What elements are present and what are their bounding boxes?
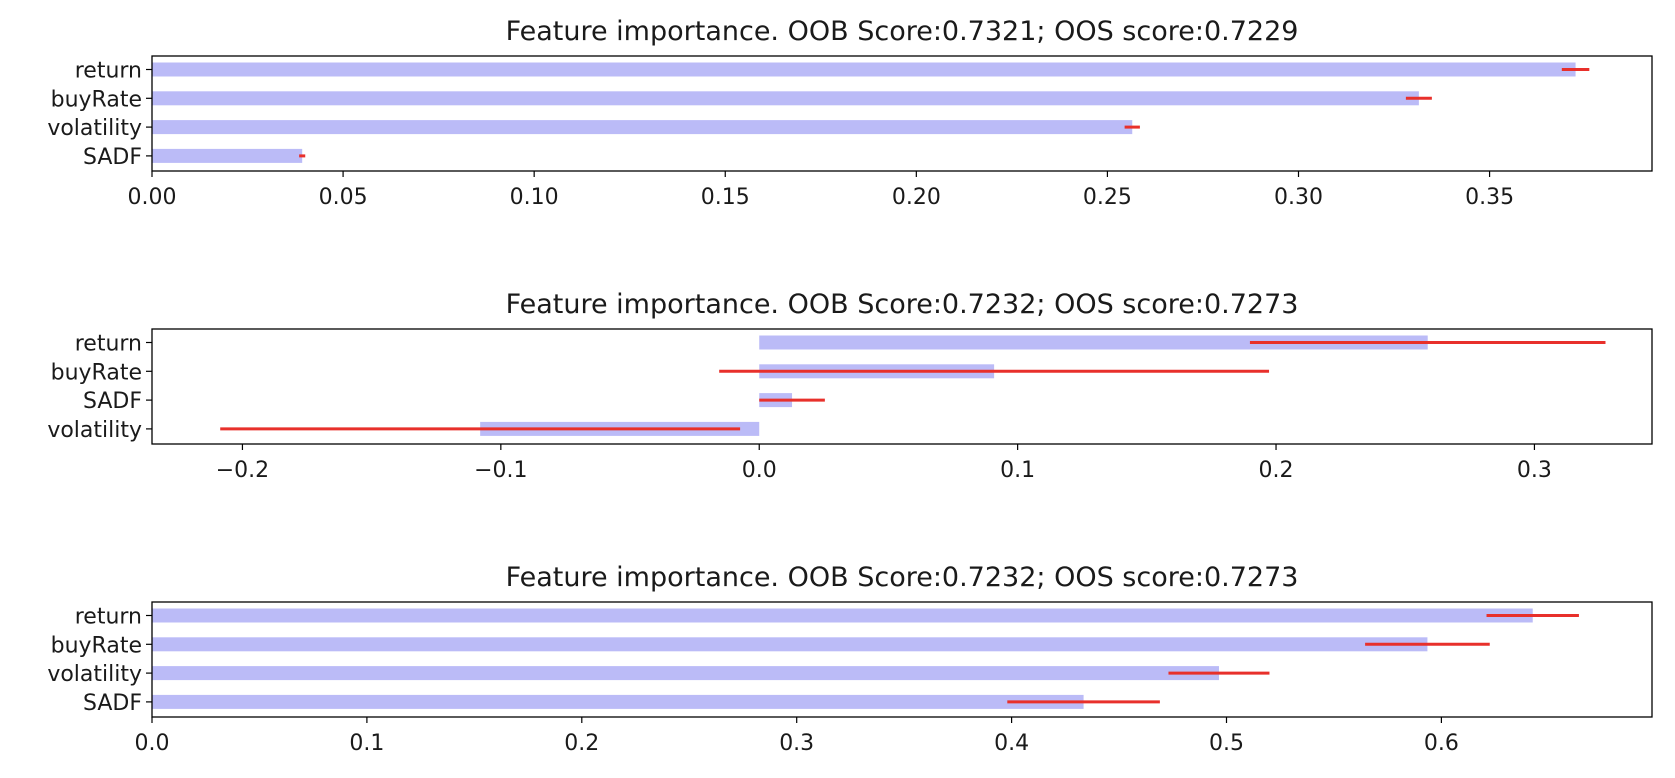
bar-volatility <box>152 120 1133 135</box>
y-tick-label: SADF <box>83 691 142 716</box>
plot-frame <box>151 328 1653 445</box>
x-tick-label: 0.20 <box>892 185 941 210</box>
x-tick-label: 0.5 <box>1209 731 1244 756</box>
x-tick-label: 0.05 <box>319 185 368 210</box>
x-tick-label: 0.0 <box>135 731 170 756</box>
bar-buyRate <box>152 91 1419 106</box>
y-tick-label: buyRate <box>51 633 142 658</box>
x-tick-label: 0.3 <box>779 731 814 756</box>
bar-return <box>152 608 1533 623</box>
y-tick-label: volatility <box>47 662 142 687</box>
x-tick-label: 0.2 <box>1259 458 1294 483</box>
plot-frame <box>151 601 1653 718</box>
chart-title: Feature importance. OOB Score:0.7321; OO… <box>506 16 1299 47</box>
x-tick-label: 0.1 <box>1000 458 1035 483</box>
x-tick-label: 0.0 <box>742 458 777 483</box>
y-tick-label: SADF <box>83 145 142 170</box>
y-tick-label: SADF <box>83 389 142 414</box>
y-tick-label: return <box>75 332 142 357</box>
chart-title: Feature importance. OOB Score:0.7232; OO… <box>506 562 1299 593</box>
x-tick-label: 0.15 <box>701 185 750 210</box>
x-tick-label: 0.1 <box>349 731 384 756</box>
x-tick-label: 0.00 <box>128 185 177 210</box>
x-tick-label: 0.6 <box>1424 731 1459 756</box>
x-tick-label: 0.35 <box>1465 185 1514 210</box>
y-tick-label: buyRate <box>51 360 142 385</box>
x-tick-label: 0.2 <box>564 731 599 756</box>
chart-1: Feature importance. OOB Score:0.7321; OO… <box>47 16 1653 210</box>
chart-title: Feature importance. OOB Score:0.7232; OO… <box>506 289 1299 320</box>
chart-3: Feature importance. OOB Score:0.7232; OO… <box>47 562 1653 756</box>
bar-return <box>152 62 1576 77</box>
plot-frame <box>151 55 1653 172</box>
x-tick-label: 0.10 <box>510 185 559 210</box>
chart-2: Feature importance. OOB Score:0.7232; OO… <box>47 289 1653 483</box>
bar-buyRate <box>152 637 1428 652</box>
bar-return <box>759 335 1428 350</box>
bar-volatility <box>152 666 1219 681</box>
x-tick-label: −0.2 <box>216 458 269 483</box>
bar-SADF <box>152 694 1084 709</box>
y-tick-label: return <box>75 59 142 84</box>
y-tick-label: volatility <box>47 116 142 141</box>
x-tick-label: 0.3 <box>1517 458 1552 483</box>
x-tick-label: 0.4 <box>994 731 1029 756</box>
bar-SADF <box>152 148 303 163</box>
x-tick-label: 0.30 <box>1274 185 1323 210</box>
x-tick-label: 0.25 <box>1083 185 1132 210</box>
y-tick-label: buyRate <box>51 87 142 112</box>
y-tick-label: volatility <box>47 418 142 443</box>
y-tick-label: return <box>75 605 142 630</box>
x-tick-label: −0.1 <box>474 458 527 483</box>
